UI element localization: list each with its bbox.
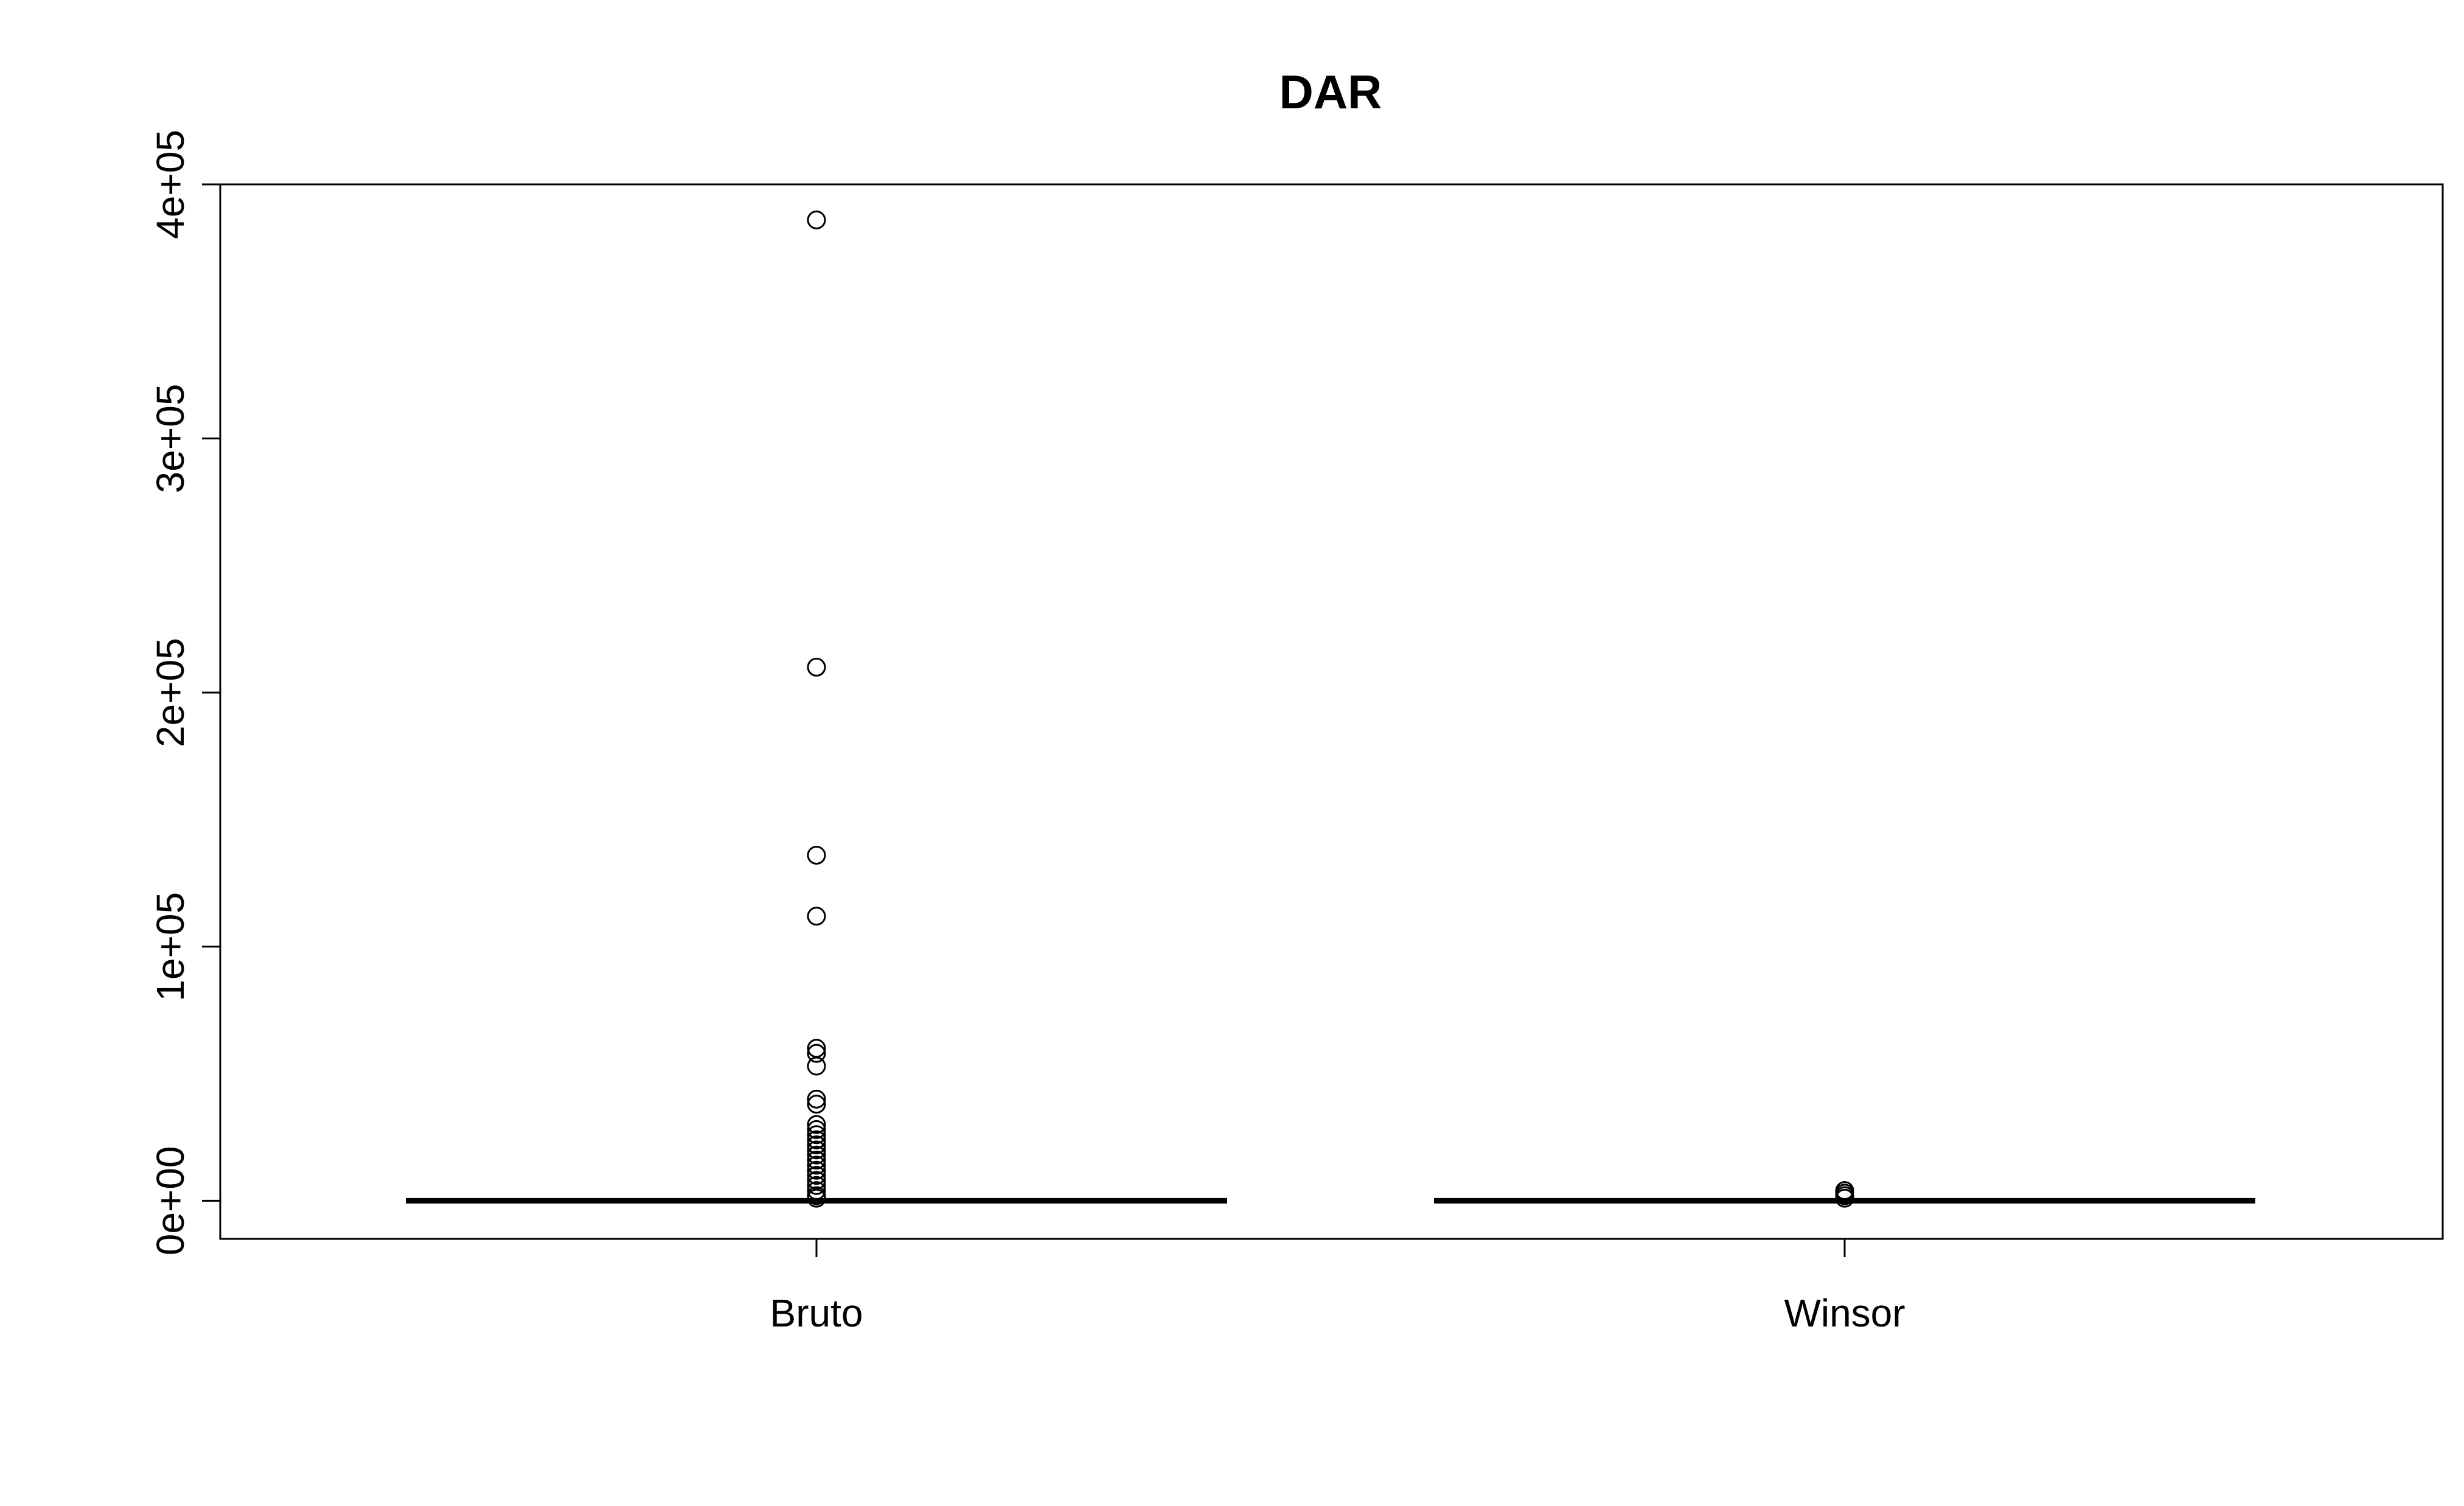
outlier-point	[807, 210, 826, 229]
y-tick-label: 4e+05	[148, 130, 192, 239]
outlier-point	[807, 1125, 826, 1145]
outlier-point	[807, 1056, 826, 1076]
outlier-point	[807, 1145, 826, 1165]
outlier-point	[807, 1176, 826, 1195]
y-tick-label: 1e+05	[148, 892, 192, 1002]
outlier-point	[807, 1044, 826, 1063]
outlier-point	[807, 1188, 826, 1208]
box-bruto	[406, 210, 1227, 1208]
outlier-point	[807, 1156, 826, 1175]
box-series	[406, 210, 2255, 1208]
y-tick-label: 3e+05	[148, 384, 192, 493]
x-tick-label: Bruto	[770, 1291, 863, 1335]
outlier-point	[807, 1095, 826, 1114]
y-tick-label: 2e+05	[148, 638, 192, 747]
outlier-point	[807, 1130, 826, 1149]
x-axis: Bruto Winsor	[770, 1239, 1905, 1335]
chart-title: DAR	[1279, 65, 1382, 119]
outlier-point	[807, 1160, 826, 1180]
outlier-point	[807, 657, 826, 677]
outlier-point	[807, 1166, 826, 1185]
y-tick-label: 0e+00	[148, 1146, 192, 1255]
outlier-point	[807, 845, 826, 865]
outlier-point	[807, 1151, 826, 1170]
outlier-point	[807, 1115, 826, 1134]
y-axis: 0e+00 1e+05 2e+05 3e+05 4e+05	[148, 130, 221, 1255]
x-tick-label: Winsor	[1784, 1291, 1905, 1335]
outlier-point	[807, 1120, 826, 1139]
outlier-point	[807, 1140, 826, 1160]
box-winsor	[1434, 1181, 2255, 1208]
outlier-point	[807, 907, 826, 926]
outlier-point	[1835, 1188, 1854, 1208]
outlier-point	[807, 1181, 826, 1201]
plot-frame	[219, 183, 2444, 1240]
outlier-point	[807, 1135, 826, 1154]
outlier-point	[807, 1089, 826, 1109]
